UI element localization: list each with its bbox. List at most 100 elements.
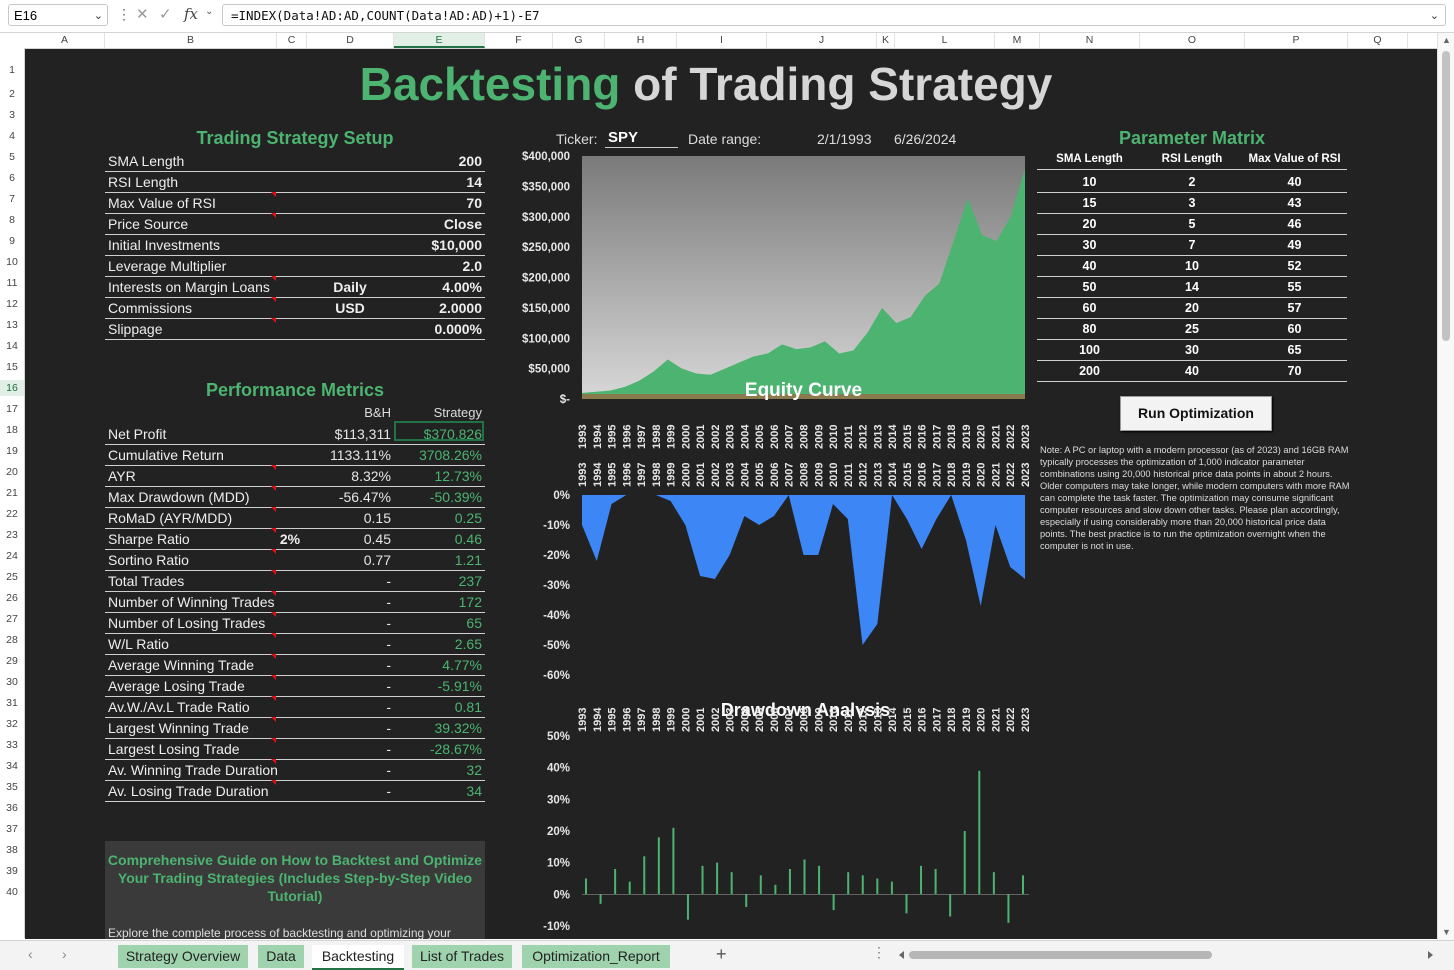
matrix-row[interactable]: 10 2 40	[1037, 171, 1347, 193]
matrix-cell[interactable]: 65	[1287, 343, 1302, 357]
column-header[interactable]: E	[394, 33, 485, 48]
drawdown-chart[interactable]: 0% -10% -20% -30% -40% -50% -60% Drawdown Analy…	[490, 487, 1040, 717]
matrix-cell[interactable]: 80	[1082, 322, 1097, 336]
row-header[interactable]: 40	[6, 886, 18, 898]
setup-row[interactable]: Initial Investments $10,000	[105, 234, 485, 256]
row-header[interactable]: 15	[6, 361, 18, 373]
column-header[interactable]: Q	[1348, 33, 1408, 48]
sheet-tab[interactable]: Data	[258, 945, 304, 968]
column-header[interactable]: K	[877, 33, 895, 48]
setup-row[interactable]: Leverage Multiplier 2.0	[105, 255, 485, 277]
setup-row[interactable]: Max Value of RSI 70	[105, 192, 485, 214]
metric-row[interactable]: Average Winning Trade - 4.77%	[105, 654, 485, 676]
column-header[interactable]: I	[677, 33, 767, 48]
row-header[interactable]: 22	[6, 508, 18, 520]
horizontal-scrollbar[interactable]	[897, 949, 1435, 961]
matrix-row[interactable]: 15 3 43	[1037, 192, 1347, 214]
row-header[interactable]: 7	[9, 193, 15, 205]
metric-row[interactable]: Number of Losing Trades - 65	[105, 612, 485, 634]
row-header[interactable]: 29	[6, 655, 18, 667]
matrix-cell[interactable]: 43	[1287, 196, 1302, 210]
matrix-cell[interactable]: 52	[1287, 259, 1302, 273]
row-header[interactable]: 26	[6, 592, 18, 604]
expand-formula-icon[interactable]: ⌄	[1429, 10, 1439, 22]
guide-box[interactable]: Comprehensive Guide on How to Backtest a…	[105, 841, 485, 939]
row-header[interactable]: 27	[6, 613, 18, 625]
setup-value[interactable]: 4.00%	[442, 279, 482, 295]
metric-row[interactable]: Max Drawdown (MDD) -56.47% -50.39%	[105, 486, 485, 508]
metric-row[interactable]: Av. Losing Trade Duration - 34	[105, 780, 485, 802]
formula-input[interactable]: =INDEX(Data!AD:AD,COUNT(Data!AD:AD)+1)-E…	[222, 4, 1446, 26]
metric-row[interactable]: Av. Winning Trade Duration - 32	[105, 759, 485, 781]
metric-row[interactable]: Sortino Ratio 0.77 1.21	[105, 549, 485, 571]
sheet-tab[interactable]: Optimization_Report	[522, 945, 670, 968]
row-header[interactable]: 10	[6, 256, 18, 268]
column-header[interactable]: C	[277, 33, 307, 48]
matrix-cell[interactable]: 50	[1082, 280, 1097, 294]
matrix-cell[interactable]: 60	[1082, 301, 1097, 315]
matrix-cell[interactable]: 10	[1082, 175, 1097, 189]
setup-value[interactable]: Close	[443, 216, 482, 232]
row-header[interactable]: 39	[6, 865, 18, 877]
metric-row[interactable]: Sharpe Ratio 2% 0.45 0.46	[105, 528, 485, 550]
chevron-down-icon[interactable]: ⌄	[205, 6, 214, 17]
row-header[interactable]: 3	[9, 109, 15, 121]
vertical-scrollbar[interactable]: ▲ ▼	[1437, 33, 1454, 940]
metric-row[interactable]: RoMaD (AYR/MDD) 0.15 0.25	[105, 507, 485, 529]
matrix-cell[interactable]: 7	[1188, 238, 1196, 252]
column-header[interactable]: D	[307, 33, 394, 48]
row-header[interactable]: 12	[6, 298, 18, 310]
row-header[interactable]: 17	[6, 403, 18, 415]
matrix-row[interactable]: 80 25 60	[1037, 318, 1347, 340]
column-header[interactable]: M	[995, 33, 1040, 48]
matrix-cell[interactable]: 10	[1185, 259, 1199, 273]
insert-function-icon[interactable]: fx	[184, 5, 199, 23]
column-header[interactable]: N	[1040, 33, 1140, 48]
cancel-icon[interactable]: ✕	[136, 6, 149, 23]
matrix-cell[interactable]: 46	[1287, 217, 1302, 231]
row-header[interactable]: 31	[6, 697, 18, 709]
row-header[interactable]: 19	[6, 445, 18, 457]
row-header[interactable]: 21	[6, 487, 18, 499]
matrix-row[interactable]: 30 7 49	[1037, 234, 1347, 256]
metric-row[interactable]: AYR 8.32% 12.73%	[105, 465, 485, 487]
row-header[interactable]: 38	[6, 844, 18, 856]
row-header[interactable]: 13	[6, 319, 18, 331]
equity-curve-chart[interactable]: $- $50,000 $100,000 $150,000 $200,000 $250,00…	[490, 144, 1040, 409]
matrix-row[interactable]: 60 20 57	[1037, 297, 1347, 319]
row-header[interactable]: 9	[9, 235, 15, 247]
column-header[interactable]: A	[25, 33, 105, 48]
row-header[interactable]: 35	[6, 781, 18, 793]
setup-value[interactable]: 70	[466, 195, 482, 211]
matrix-cell[interactable]: 70	[1287, 364, 1302, 378]
sheet-tab[interactable]: List of Trades	[412, 945, 512, 968]
matrix-cell[interactable]: 49	[1287, 238, 1302, 252]
matrix-row[interactable]: 40 10 52	[1037, 255, 1347, 277]
matrix-cell[interactable]: 14	[1185, 280, 1199, 294]
matrix-cell[interactable]: 20	[1185, 301, 1199, 315]
metric-row[interactable]: Largest Losing Trade - -28.67%	[105, 738, 485, 760]
metric-row[interactable]: Total Trades - 237	[105, 570, 485, 592]
column-header[interactable]: H	[605, 33, 677, 48]
matrix-cell[interactable]: 40	[1082, 259, 1097, 273]
row-header[interactable]: 28	[6, 634, 18, 646]
matrix-cell[interactable]: 30	[1082, 238, 1097, 252]
column-header[interactable]: L	[895, 33, 995, 48]
matrix-cell[interactable]: 100	[1079, 343, 1100, 357]
column-header[interactable]: B	[105, 33, 277, 48]
metric-row[interactable]: W/L Ratio - 2.65	[105, 633, 485, 655]
matrix-cell[interactable]: 40	[1287, 175, 1302, 189]
setup-value[interactable]: 200	[458, 153, 482, 169]
row-header[interactable]: 32	[6, 718, 18, 730]
setup-row[interactable]: Slippage 0.000%	[105, 318, 485, 340]
row-header[interactable]: 24	[6, 550, 18, 562]
metric-row[interactable]: Largest Winning Trade - 39.32%	[105, 717, 485, 739]
row-header[interactable]: 30	[6, 676, 18, 688]
matrix-cell[interactable]: 25	[1185, 322, 1199, 336]
matrix-row[interactable]: 200 40 70	[1037, 360, 1347, 382]
setup-row[interactable]: Commissions USD 2.0000	[105, 297, 485, 319]
setup-value[interactable]: $10,000	[431, 237, 482, 253]
guide-title[interactable]: Comprehensive Guide on How to Backtest a…	[107, 852, 483, 904]
row-header[interactable]: 4	[9, 130, 15, 142]
setup-row[interactable]: SMA Length 200	[105, 150, 485, 172]
